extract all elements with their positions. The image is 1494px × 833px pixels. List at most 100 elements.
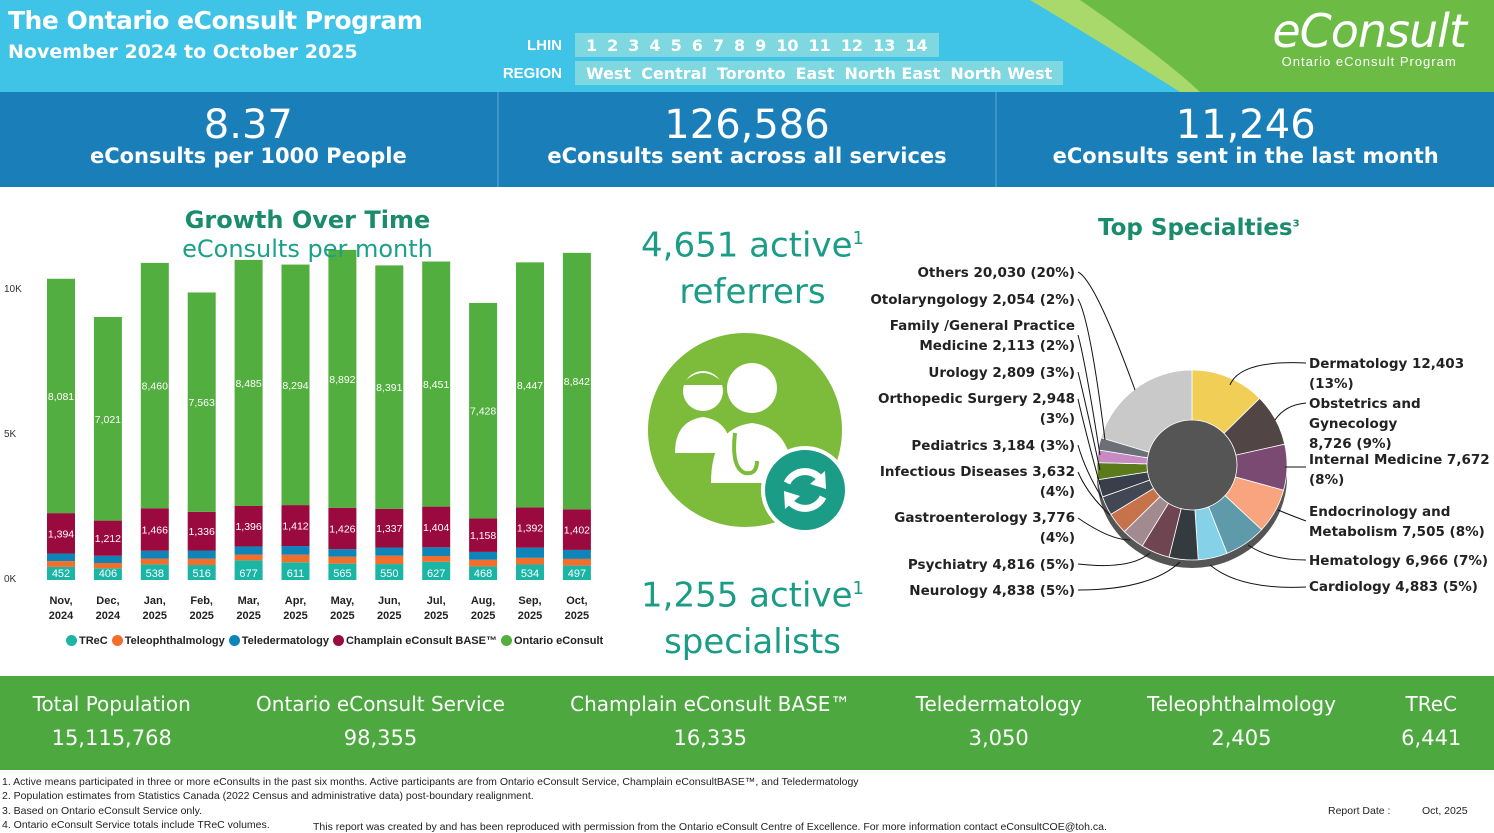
label-line: 8,726 (9%)	[1309, 436, 1392, 452]
specialties-donut	[1096, 369, 1288, 568]
data-label: 627	[427, 568, 445, 580]
service-value: 16,335	[673, 726, 748, 750]
lhin-chip[interactable]: 10	[776, 35, 799, 55]
data-label: 1,466	[142, 525, 168, 537]
specialists-value: 1,255 active	[641, 575, 853, 616]
footnote: 2. Population estimates from Statistics …	[2, 790, 534, 802]
data-label: 8,451	[423, 379, 449, 391]
chart-legend: TReC Teleophthalmology Teledermatology Cham…	[66, 635, 603, 647]
lhin-chip[interactable]: 1	[586, 35, 598, 55]
bar-segment-champlain-econsult-base-	[281, 505, 310, 547]
lhin-chip[interactable]: 8	[733, 35, 746, 55]
data-label: 497	[568, 568, 586, 580]
logo-text: eConsult	[1272, 4, 1467, 58]
service-label: Ontario eConsult Service	[256, 692, 505, 716]
bar-segment-teleophthalmology	[375, 555, 404, 565]
y-tick: 5K	[4, 429, 17, 440]
bar-segment-trec	[469, 566, 498, 580]
data-label: 8,447	[517, 380, 543, 392]
region-chip[interactable]: Toronto	[716, 63, 786, 83]
region-chip[interactable]: North West	[950, 63, 1053, 83]
x-tick-label: Jul,	[427, 595, 446, 607]
label-line: Internal Medicine 7,672	[1309, 452, 1490, 468]
data-label: 565	[333, 568, 351, 580]
lhin-chip[interactable]: 14	[905, 35, 928, 55]
footnote: 1. Active means participated in three or…	[2, 776, 859, 788]
service-label: Champlain eConsult BASE™	[570, 692, 851, 716]
lhin-chip[interactable]: 2	[607, 35, 619, 55]
specialty-label: Gastroenterology 3,776 (4%)	[894, 508, 1075, 548]
kpi-total-sent: 126,586 eConsults sent across all service…	[499, 92, 998, 187]
referrers-value: 4,651 active	[641, 225, 853, 266]
service-label: TReC	[1405, 692, 1457, 716]
specialty-label: Hematology 6,966 (7%)	[1309, 553, 1489, 569]
specialty-label: Endocrinology and Metabolism 7,505 (8%)	[1309, 502, 1485, 542]
bar-segment-ontario-econsult	[469, 302, 498, 519]
kpi-last-month: 11,246 eConsults sent in the last month	[997, 92, 1494, 187]
x-tick-label: 2025	[518, 610, 542, 622]
bar-segment-trec	[187, 565, 216, 580]
data-label: 1,396	[235, 521, 261, 533]
x-tick-label: 2025	[471, 610, 495, 622]
bar-segment-ontario-econsult	[281, 264, 310, 506]
region-chip[interactable]: West	[586, 63, 632, 83]
x-tick-label: Oct,	[566, 595, 587, 607]
label-line: (8%)	[1309, 472, 1345, 488]
page-title: The Ontario eConsult Program	[8, 6, 423, 35]
data-label: 677	[239, 568, 257, 580]
lhin-chip[interactable]: 12	[840, 35, 864, 55]
lhin-chip[interactable]: 4	[649, 35, 661, 55]
x-tick-label: Aug,	[471, 595, 495, 607]
lhin-chip[interactable]: 11	[808, 35, 831, 55]
legend-label: Ontario eConsult	[513, 635, 604, 647]
specialists-label: specialists	[664, 622, 841, 663]
region-label: REGION	[502, 65, 562, 82]
bar-segment-teledermatology	[93, 555, 122, 564]
specialty-label: Orthopedic Surgery 2,948 (3%)	[878, 389, 1075, 429]
service-total: Ontario eConsult Service 98,355	[256, 676, 505, 770]
bar-segment-champlain-econsult-base-	[469, 518, 498, 552]
data-label: 1,212	[95, 533, 121, 545]
x-tick-label: Nov,	[49, 595, 72, 607]
bar-segment-teledermatology	[328, 549, 357, 557]
label-line: (3%)	[1039, 411, 1075, 427]
bar-segment-teleophthalmology	[516, 557, 544, 565]
bar-segment-trec	[47, 566, 75, 580]
region-chip[interactable]: East	[795, 63, 835, 83]
chart-title: Growth Over Time	[184, 206, 431, 234]
data-label: 516	[193, 568, 211, 580]
label-line: (4%)	[1039, 484, 1075, 500]
lhin-chip[interactable]: 5	[670, 35, 682, 55]
lhin-chip[interactable]: 3	[628, 35, 640, 55]
bar-segment-champlain-econsult-base-	[328, 507, 357, 550]
bar-segment-teledermatology	[281, 546, 310, 555]
lhin-chip[interactable]: 13	[873, 35, 896, 55]
footnote-ref: 3	[1292, 218, 1300, 230]
y-tick: 0K	[4, 574, 17, 585]
x-tick-label: 2025	[143, 610, 167, 622]
kpi-value: 126,586	[664, 102, 830, 148]
bar-segment-trec	[562, 565, 591, 580]
specialty-label: Family /General Practice Medicine 2,113 (…	[890, 316, 1075, 356]
x-tick-label: Sep,	[518, 595, 541, 607]
x-tick-label: 2025	[236, 610, 260, 622]
footnote: 4. Ontario eConsult Service totals inclu…	[2, 819, 270, 831]
x-tick-label: 2025	[330, 610, 354, 622]
lhin-chip[interactable]: 9	[755, 35, 767, 55]
legend-item: Teledermatology	[228, 635, 329, 647]
x-tick-label: Dec,	[96, 595, 119, 607]
data-label: 8,460	[142, 381, 168, 393]
lhin-chip[interactable]: 6	[691, 35, 703, 55]
data-label: 550	[380, 568, 398, 580]
bar-segment-teledermatology	[516, 547, 544, 558]
lhin-chip[interactable]: 7	[712, 35, 724, 55]
x-tick-label: Apr,	[285, 595, 306, 607]
header: The Ontario eConsult Program November 20…	[0, 0, 1494, 92]
specialty-label: Otolaryngology 2,054 (2%)	[870, 292, 1075, 308]
data-label: 1,394	[48, 528, 74, 540]
service-total: Teledermatology 3,050	[916, 676, 1082, 770]
bar-segment-trec	[234, 560, 263, 580]
kpi-bar: 8.37 eConsults per 1000 People 126,586 eCo…	[0, 92, 1494, 187]
region-chip[interactable]: Central	[641, 63, 707, 83]
region-chip[interactable]: North East	[844, 63, 941, 83]
